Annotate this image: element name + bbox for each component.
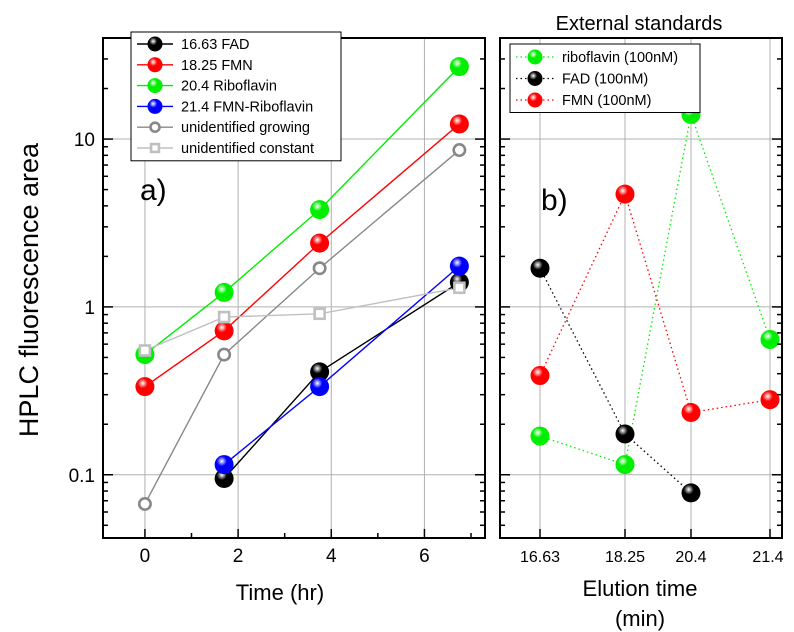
panel-b-x-tick-label: 21.4 xyxy=(752,549,783,566)
panel-b-legend: riboflavin (100nM) FAD (100nM) FMN (100nM) xyxy=(509,43,701,113)
data-point-unidentified-constant xyxy=(313,307,326,321)
legend-label-16-63-fad: 16.63 FAD xyxy=(181,37,250,53)
series-line-unidentified-growing xyxy=(144,149,460,505)
panel-b-x-tick-label: 16.63 xyxy=(520,549,560,566)
legend-marker-fad-100nm xyxy=(527,71,543,86)
series-line-fmn-100nm xyxy=(539,192,771,414)
panel-a-x-tick-label: 2 xyxy=(233,546,244,567)
panel-a-x-tick-label: 0 xyxy=(140,546,151,567)
legend-marker-20-4-riboflavin xyxy=(147,78,163,94)
data-point-18-25-fmn xyxy=(449,114,469,134)
panel-b-ticks: 16.63 18.25 20.4 21.4 xyxy=(500,37,784,566)
panel-b-grid xyxy=(500,38,782,538)
data-point-unidentified-growing xyxy=(217,347,232,362)
panel-a-y-tick-label: 1 xyxy=(84,298,95,319)
panel-b-x-axis-title-line: Elution time xyxy=(583,576,698,601)
data-point-fmn-100nm xyxy=(760,390,780,410)
panel-a-y-tick-label: 10 xyxy=(74,130,95,151)
legend-marker-unidentified-constant xyxy=(149,142,161,154)
series-line-riboflavin-100nm xyxy=(539,112,771,466)
data-point-riboflavin-100nm xyxy=(615,455,635,475)
panel-b-x-axis-title-line: (min) xyxy=(615,606,665,631)
legend-marker-21-4-fmn-riboflavin xyxy=(147,98,163,114)
panel-a-x-tick-label: 4 xyxy=(326,546,337,567)
legend-label-fmn-100nm: FMN (100nM) xyxy=(562,93,651,109)
data-point-21-4-fmn-riboflavin xyxy=(449,256,469,276)
panel-a-x-tick-label: 6 xyxy=(419,546,430,567)
legend-label-unidentified-growing: unidentified growing xyxy=(181,120,310,136)
panel-a-y-tick-label: 0.1 xyxy=(69,466,95,487)
data-point-unidentified-growing xyxy=(137,496,152,511)
legend-label-20-4-riboflavin: 20.4 Riboflavin xyxy=(181,79,277,95)
data-point-16-63-fad xyxy=(310,362,330,382)
data-point-unidentified-constant xyxy=(138,344,152,357)
data-point-18-25-fmn xyxy=(214,321,234,341)
data-point-20-4-riboflavin xyxy=(310,200,330,220)
data-point-fmn-100nm xyxy=(681,402,701,422)
data-point-20-4-riboflavin xyxy=(214,282,234,302)
legend-label-18-25-fmn: 18.25 FMN xyxy=(181,58,253,74)
panel-a-x-axis-title: Time (hr) xyxy=(236,580,324,605)
data-point-21-4-fmn-riboflavin xyxy=(214,455,234,475)
data-point-unidentified-growing xyxy=(312,261,327,276)
data-point-20-4-riboflavin xyxy=(449,57,469,77)
panel-b-title: External standards xyxy=(556,13,723,35)
legend-marker-unidentified-growing xyxy=(149,121,161,133)
panel-a-ticks: 0 2 4 6 0.1 1 10 xyxy=(69,37,485,567)
legend-marker-riboflavin-100nm xyxy=(527,49,543,65)
panel-a-legend-box xyxy=(130,31,342,162)
panel-b: 16.63 18.25 20.4 21.4 External standards b)… xyxy=(499,13,784,631)
data-point-unidentified-constant xyxy=(453,281,466,295)
panel-b-x-tick-label: 18.25 xyxy=(605,549,645,566)
data-point-fmn-100nm xyxy=(615,184,635,204)
panel-a: 0 2 4 6 0.1 1 10 a) Time (hr) 16.63 FAD 18.25 F… xyxy=(69,31,486,605)
data-point-riboflavin-100nm xyxy=(760,329,780,349)
data-point-fad-100nm xyxy=(681,483,701,503)
series-line-fad-100nm xyxy=(539,267,692,494)
series-line-20-4-riboflavin xyxy=(144,66,460,356)
panel-b-lines xyxy=(539,112,771,494)
panel-b-markers xyxy=(530,105,780,503)
panel-b-x-axis-title: Elution time (min) xyxy=(583,576,698,631)
data-point-18-25-fmn xyxy=(310,233,330,253)
legend-label-riboflavin-100nm: riboflavin (100nM) xyxy=(562,50,678,66)
legend-label-fad-100nm: FAD (100nM) xyxy=(562,72,648,88)
panel-a-legend: 16.63 FAD 18.25 FMN 20.4 Riboflavin 21.4 FM… xyxy=(130,31,342,162)
series-line-18-25-fmn xyxy=(144,123,460,388)
data-point-18-25-fmn xyxy=(135,377,155,397)
panel-b-label: b) xyxy=(541,184,568,217)
panel-a-markers xyxy=(135,57,469,511)
panel-a-label: a) xyxy=(140,174,167,207)
panel-b-frame xyxy=(499,37,783,539)
data-point-unidentified-constant xyxy=(217,310,231,324)
panel-b-x-tick-label: 20.4 xyxy=(675,549,706,566)
legend-label-21-4-fmn-riboflavin: 21.4 FMN-Riboflavin xyxy=(181,99,313,115)
data-point-unidentified-growing xyxy=(452,143,467,158)
data-point-fmn-100nm xyxy=(530,366,550,386)
legend-marker-18-25-fmn xyxy=(147,57,163,73)
legend-label-unidentified-constant: unidentified constant xyxy=(181,141,314,157)
y-axis-title: HPLC fluorescence area xyxy=(14,142,44,437)
legend-marker-16-63-fad xyxy=(147,36,163,52)
data-point-16-63-fad xyxy=(214,469,234,489)
data-point-riboflavin-100nm xyxy=(530,426,550,446)
panel-a-lines xyxy=(144,66,460,505)
data-point-fad-100nm xyxy=(530,258,550,278)
series-line-unidentified-constant xyxy=(144,287,460,352)
legend-marker-fmn-100nm xyxy=(527,92,543,108)
data-point-21-4-fmn-riboflavin xyxy=(310,377,330,397)
data-point-fad-100nm xyxy=(615,424,635,444)
